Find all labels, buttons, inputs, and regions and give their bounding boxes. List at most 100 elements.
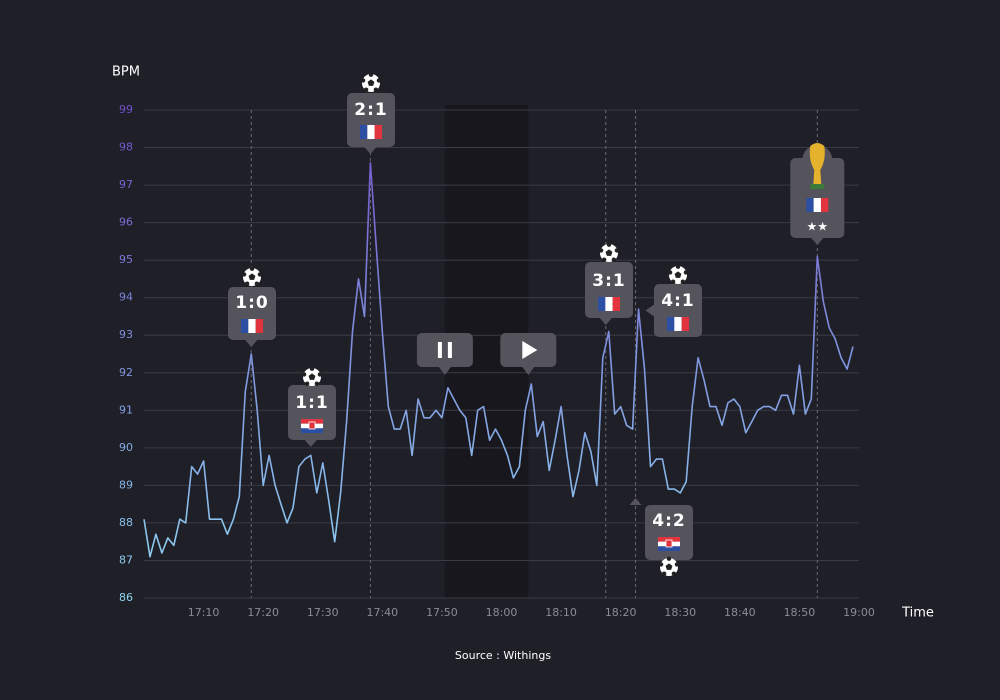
score-label: 4:2 [652,511,685,531]
y-tick-label: 89 [119,478,133,491]
y-tick-label: 99 [119,103,133,116]
flag-croatia-shield [308,421,316,430]
flag-france [241,319,249,333]
flag-croatia-shield [665,539,673,548]
annotation-pointer [645,304,654,317]
stars: ★★ [807,220,829,234]
ball-patch [301,372,307,377]
ball-patch [671,571,677,576]
play-annotation [500,333,557,375]
annotation-box [228,287,276,340]
y-tick-label: 93 [119,328,133,341]
x-tick-label: 17:30 [307,606,339,619]
ball-patch [606,242,612,247]
y-tick-label: 92 [119,366,133,379]
score-label: 3:1 [592,271,625,291]
goal-annotation: 1:1 [288,366,336,447]
ball-patch [658,562,664,567]
source-note: Source : Withings [455,649,551,662]
annotation-pointer [304,440,317,447]
ball-patch [670,279,676,284]
annotation-pointer [438,367,451,375]
annotation-pointer [522,367,535,375]
ball-patch [257,272,263,277]
y-tick-label: 98 [119,141,133,154]
goal-annotation: 1:0 [228,266,276,347]
flag-france [248,319,256,333]
y-tick-label: 95 [119,253,133,266]
flag-france [612,297,620,311]
goal-annotation: 4:2 [629,498,693,576]
ball-patch [368,72,374,77]
ball-patch [605,249,613,256]
flag-france [667,317,675,331]
score-label: 4:1 [661,291,694,311]
play-icon [522,341,538,359]
ball-patch [249,266,255,271]
flag-france [598,297,606,311]
ball-patch [680,279,686,284]
annotation-box [585,262,633,318]
annotation-pointer [629,498,642,505]
annotation-box [288,385,336,440]
annotation-box [645,505,693,560]
pause-annotation [416,333,473,375]
y-tick-label: 97 [119,178,133,191]
ball-patch [314,381,320,386]
ball-patch [601,257,607,262]
ball-patch [376,78,382,83]
y-tick-label: 86 [119,591,133,604]
goal-annotation: 4:1 [645,264,702,337]
ball-patch [661,571,667,576]
ball-patch [254,281,260,286]
ball-patch [309,366,315,371]
ball-patch [317,372,323,377]
x-tick-label: 18:00 [486,606,518,619]
x-tick-label: 19:00 [843,606,875,619]
flag-france [813,198,821,212]
y-tick-label: 90 [119,441,133,454]
ball-patch [665,563,673,570]
y-tick-label: 96 [119,216,133,229]
ball-patch [248,273,256,280]
annotation-pointer [245,340,258,347]
score-label: 1:0 [235,293,268,313]
annotation-box [654,284,702,337]
ball-patch [373,87,379,92]
x-tick-label: 17:40 [366,606,398,619]
ball-patch [683,270,689,275]
flag-france [374,125,382,139]
ball-patch [666,556,672,561]
trophy-base [810,184,825,189]
ball-patch [363,87,369,92]
x-tick-label: 17:50 [426,606,458,619]
ball-patch [674,562,680,567]
flag-france [367,125,375,139]
x-tick-label: 18:30 [664,606,696,619]
y-tick-label: 88 [119,516,133,529]
goal-annotation: 3:1 [585,242,633,325]
annotation-pointer [599,318,612,325]
flag-france [681,317,689,331]
trophy-icon [809,143,825,184]
ball-patch [241,272,247,277]
ball-patch [244,281,250,286]
x-tick-label: 18:50 [784,606,816,619]
y-tick-label: 91 [119,403,133,416]
x-tick-label: 18:40 [724,606,756,619]
ball-patch [308,373,316,380]
pause-icon [437,342,442,358]
y-tick-label: 94 [119,291,133,304]
annotation-box [416,333,473,367]
flag-croatia [658,546,680,551]
y-axis-label: BPM [112,65,140,80]
x-axis-label: Time [901,606,934,621]
x-tick-label: 17:20 [247,606,279,619]
ball-patch [304,381,310,386]
flag-france [255,319,263,333]
ball-patch [675,264,681,269]
ball-patch [611,257,617,262]
ball-patch [614,248,620,253]
